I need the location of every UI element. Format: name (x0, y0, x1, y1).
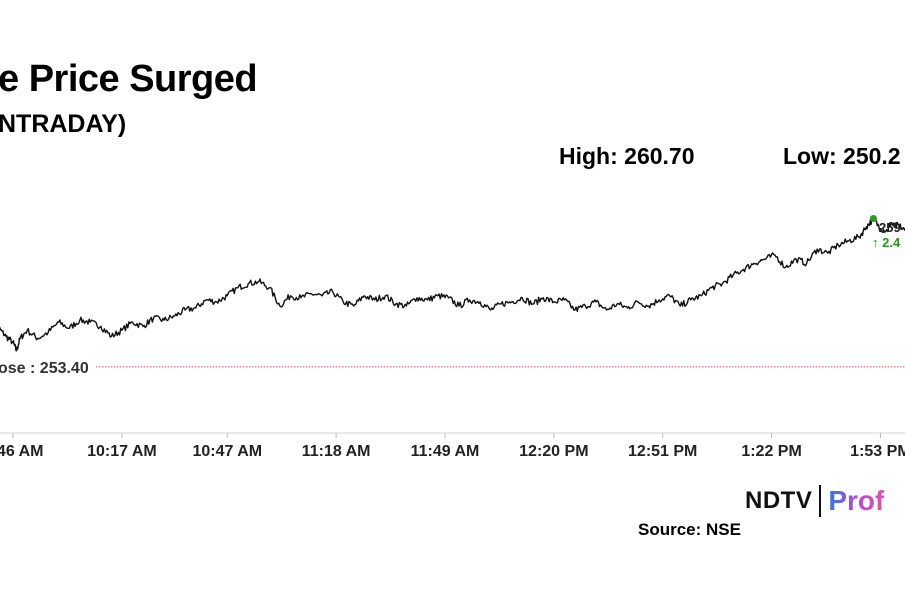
last-change-label: ↑ 2.4 (872, 235, 901, 250)
last-price-label: 259 (879, 220, 901, 235)
day-low-label: Low: 250.2 (783, 143, 901, 169)
logo-ndtv-text: NDTV (745, 487, 813, 514)
day-high-marker (869, 214, 877, 223)
x-tick-label: 10:47 AM (192, 443, 262, 460)
source-note: Source: NSE (638, 520, 741, 539)
x-tick-label: 9:46 AM (0, 443, 43, 460)
x-tick-label: 1:53 PM (850, 443, 905, 460)
x-tick-label: 10:17 AM (87, 443, 157, 460)
logo-divider (819, 485, 822, 517)
x-tick-label: 12:20 PM (519, 443, 588, 460)
day-high-label: High: 260.70 (559, 143, 695, 169)
x-tick-label: 11:49 AM (411, 443, 480, 460)
logo-profit-text: Prof (828, 485, 885, 516)
x-tick-label: 12:51 PM (628, 443, 697, 460)
ndtv-profit-logo: NDTV Prof (745, 484, 884, 518)
chart-subtitle: NTRADAY) (0, 110, 127, 138)
previous-close-label: ose : 253.40 (0, 360, 89, 377)
x-tick-label: 1:22 PM (741, 443, 801, 460)
x-tick-label: 11:18 AM (302, 443, 371, 460)
chart-title: e Price Surged (0, 58, 258, 100)
price-line (0, 216, 905, 352)
